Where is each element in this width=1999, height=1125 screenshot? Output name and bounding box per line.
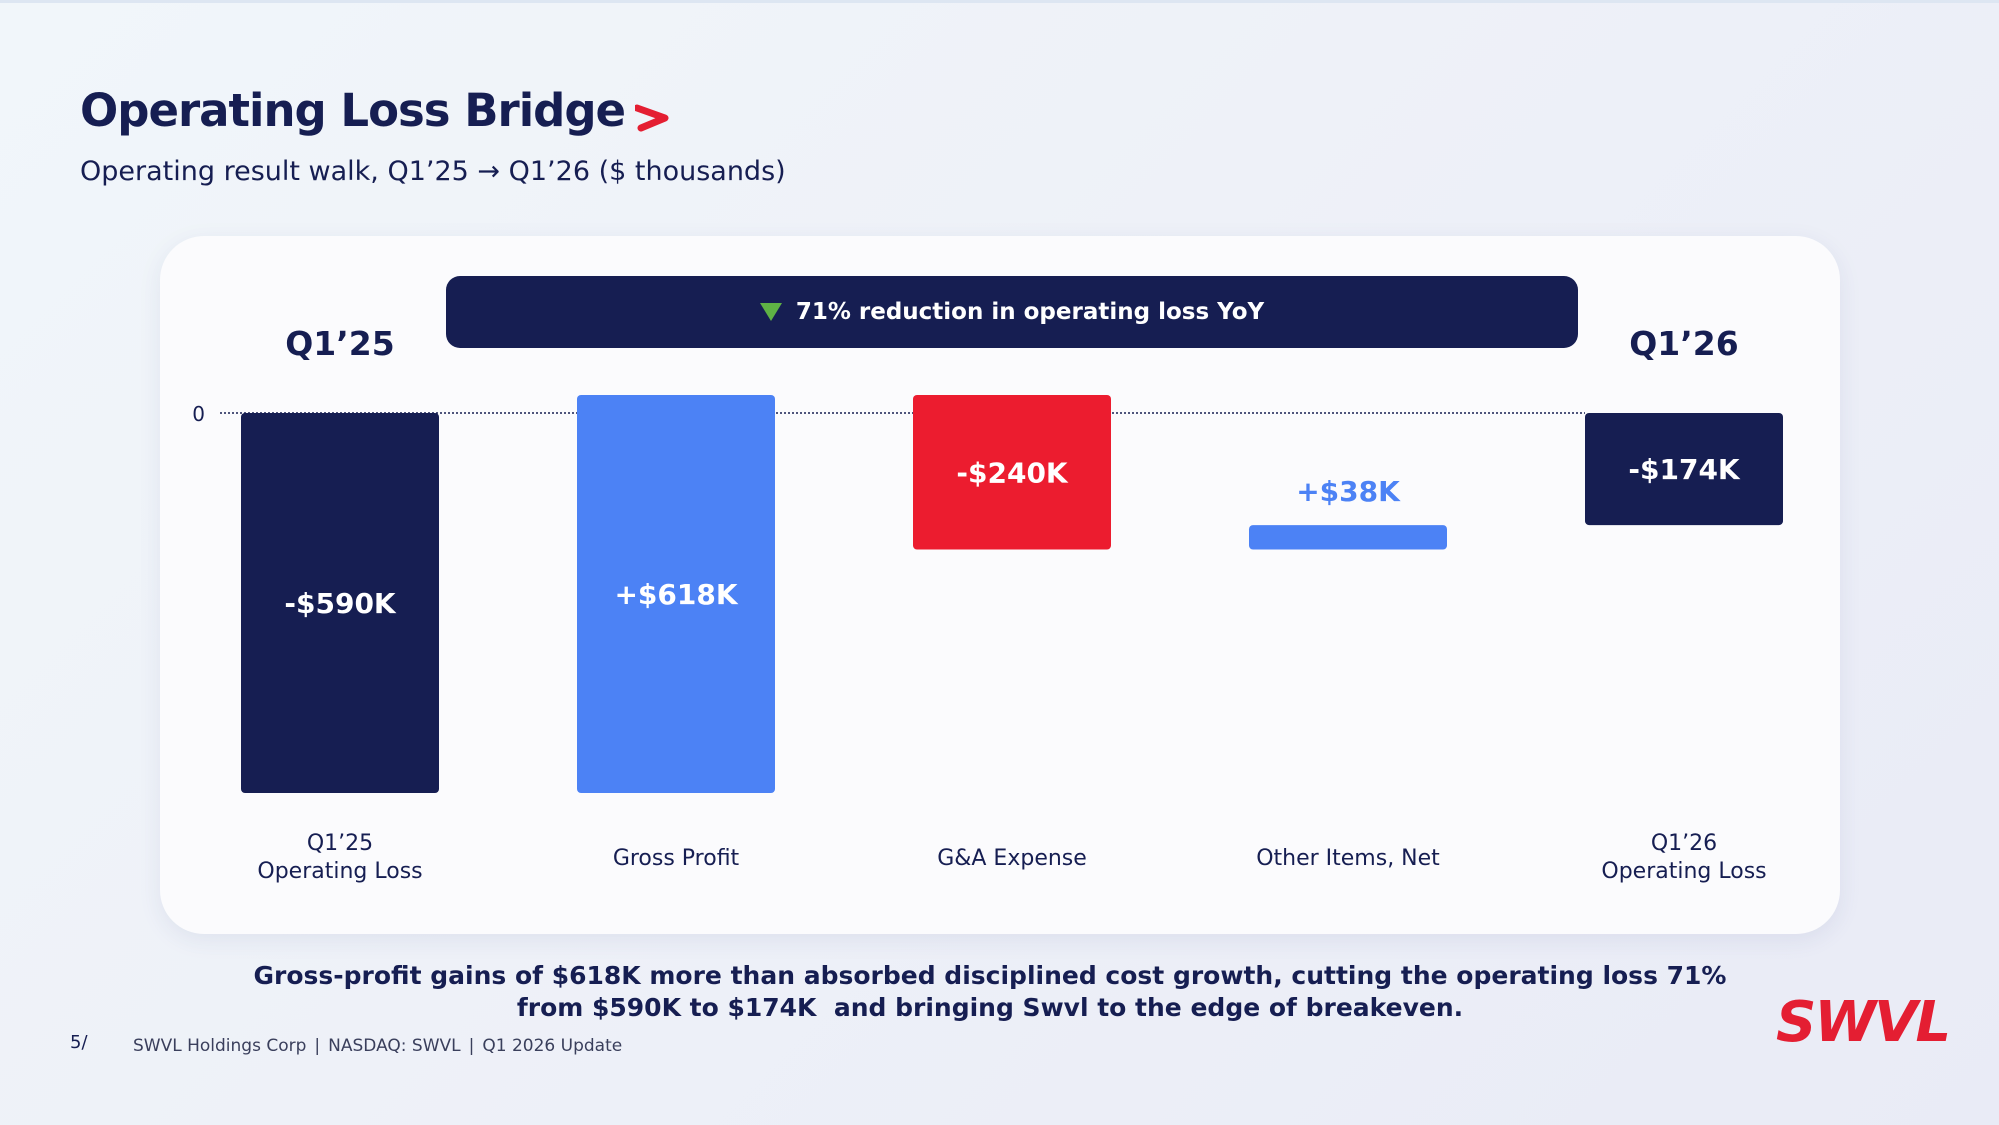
footer-ticker: NASDAQ: SWVL — [328, 1036, 461, 1056]
footer-company: SWVL Holdings Corp — [133, 1036, 307, 1056]
start-period-label: Q1’25 — [285, 324, 394, 363]
takeaway-text: Gross-profit gains of $618K more than ab… — [230, 960, 1750, 1024]
category-label: Operating Loss — [257, 859, 422, 884]
takeaway-line-2: from $590K to $174K and bringing Swvl to… — [516, 993, 1464, 1022]
footer-period: Q1 2026 Update — [482, 1036, 623, 1056]
footer-separator: | — [314, 1036, 321, 1056]
swvl-logo: SWVL — [1776, 990, 1951, 1055]
end-period-label: Q1’26 — [1629, 324, 1738, 363]
bar-total — [241, 413, 439, 794]
y-zero-tick-label: 0 — [192, 402, 205, 426]
footer-separator: | — [468, 1036, 475, 1056]
bar-value-label: +$38K — [1296, 475, 1401, 508]
category-label: Gross Profit — [613, 846, 740, 871]
category-label: G&A Expense — [937, 846, 1087, 871]
chart-card — [160, 236, 1840, 934]
category-label: Operating Loss — [1601, 859, 1766, 884]
page-subtitle: Operating result walk, Q1’25 → Q1’26 ($ … — [80, 156, 786, 187]
bar-value-label: -$590K — [284, 587, 397, 620]
bar-increase — [577, 394, 775, 794]
bar-total — [1585, 413, 1783, 526]
bar-value-label: -$240K — [956, 456, 1069, 489]
bar-decrease — [913, 394, 1111, 550]
brand-chevron-icon — [635, 104, 669, 131]
page-number: 5/ — [70, 1032, 88, 1053]
category-label: Q1’25 — [307, 831, 373, 856]
page-title: Operating Loss Bridge — [80, 84, 626, 137]
bar-increase — [1249, 525, 1447, 550]
title-row: Operating Loss Bridge — [80, 84, 671, 137]
top-accent-line — [0, 0, 1999, 3]
down-triangle-icon — [759, 303, 782, 321]
summary-banner: 71% reduction in operating loss YoY — [446, 276, 1578, 348]
bar-value-label: -$174K — [1628, 453, 1741, 486]
category-label: Q1’26 — [1651, 831, 1717, 856]
takeaway-line-1: Gross-profit gains of $618K more than ab… — [253, 961, 1727, 990]
category-label: Other Items, Net — [1256, 846, 1440, 871]
footer: SWVL Holdings Corp | NASDAQ: SWVL | Q1 2026 … — [133, 1036, 622, 1056]
banner-text: 71% reduction in operating loss YoY — [795, 299, 1265, 325]
bar-value-label: +$618K — [614, 578, 738, 611]
